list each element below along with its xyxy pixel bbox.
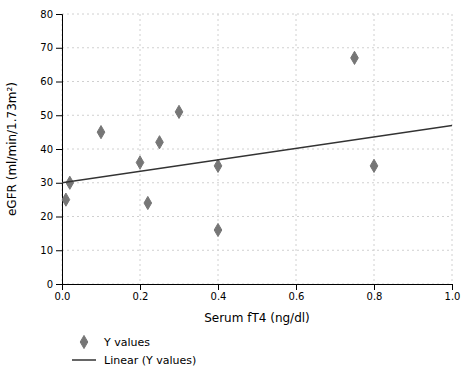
- tick-mark: [452, 284, 453, 290]
- point: [136, 156, 144, 169]
- tick-label: 1.0: [445, 291, 461, 302]
- point: [156, 136, 164, 149]
- tick-mark: [56, 217, 62, 218]
- grid-line: [62, 250, 452, 251]
- y-axis-title: eGFR (ml/min/1.73m²): [5, 82, 19, 216]
- tick-mark: [374, 284, 375, 290]
- legend-label: Y values: [103, 336, 150, 349]
- tick-label: 0.0: [55, 291, 71, 302]
- point: [351, 51, 359, 64]
- tick-label: 20: [40, 211, 53, 222]
- grid-line: [62, 216, 452, 217]
- tick: 1.0: [445, 284, 461, 302]
- x-axis: 0.0 0.2 0.4 0.6 0.8 1.0: [55, 284, 461, 302]
- axis-line: [63, 285, 453, 291]
- tick: 0.2: [133, 284, 149, 302]
- tick-label: 10: [40, 245, 53, 256]
- point: [175, 105, 183, 118]
- tick-label: 0.2: [133, 291, 149, 302]
- legend-symbol: [72, 359, 96, 361]
- grid-line: [62, 115, 452, 116]
- tick: 10: [40, 245, 62, 256]
- tick-label: 0.6: [289, 291, 305, 302]
- tick: 60: [40, 76, 62, 87]
- tick-mark: [140, 284, 141, 290]
- legend: Y values Linear (Y values): [72, 335, 196, 366]
- tick-label: 80: [40, 9, 53, 20]
- tick-label: 50: [40, 110, 53, 121]
- point: [370, 159, 378, 172]
- tick: 0.0: [55, 284, 71, 302]
- grid-line: [140, 14, 141, 284]
- tick: 20: [40, 211, 62, 222]
- tick: 40: [40, 144, 62, 155]
- legend-item: Linear (Y values): [72, 354, 196, 367]
- tick-mark: [56, 14, 62, 15]
- tick: 50: [40, 110, 62, 121]
- tick: 70: [40, 42, 62, 53]
- tick-mark: [296, 284, 297, 290]
- point: [97, 126, 105, 139]
- point: [214, 223, 222, 236]
- axis-line: [56, 15, 63, 285]
- grid-line: [62, 47, 452, 48]
- grid-line: [62, 14, 452, 15]
- tick: 0.4: [211, 284, 227, 302]
- tick: 0.6: [289, 284, 305, 302]
- tick-label: 70: [40, 42, 53, 53]
- grid-line: [62, 149, 452, 150]
- trend-line: [62, 125, 452, 182]
- tick-mark: [56, 250, 62, 251]
- grid: [62, 14, 452, 284]
- plot-area: 0.0 0.2 0.4 0.6 0.8 1.0 0 10 20 30 40 50 60 70 80: [40, 9, 460, 302]
- point: [62, 193, 70, 206]
- tick: 0.8: [367, 284, 383, 302]
- point: [144, 196, 152, 209]
- tick-mark: [56, 115, 62, 116]
- grid-line: [62, 81, 452, 82]
- tick-mark: [56, 149, 62, 150]
- tick-label: 0: [47, 279, 53, 290]
- tick-mark: [218, 284, 219, 290]
- tick-mark: [56, 284, 62, 285]
- tick: 80: [40, 9, 62, 20]
- legend-label: Linear (Y values): [104, 354, 196, 367]
- tick-label: 30: [40, 177, 53, 188]
- tick-label: 0.4: [211, 291, 227, 302]
- tick: 0: [47, 279, 62, 290]
- legend-symbol: [80, 335, 88, 348]
- tick-label: 0.8: [367, 291, 383, 302]
- tick-mark: [56, 48, 62, 49]
- tick-label: 60: [40, 76, 53, 87]
- tick-label: 40: [40, 144, 53, 155]
- grid-line: [62, 182, 452, 183]
- y-axis: 0 10 20 30 40 50 60 70 80: [40, 9, 62, 290]
- tick-mark: [56, 183, 62, 184]
- tick: 30: [40, 177, 62, 188]
- x-axis-title: Serum fT4 (ng/dl): [204, 311, 310, 325]
- chart: 0.0 0.2 0.4 0.6 0.8 1.0 0 10 20 30 40 50 60 70 80 Serum…: [0, 0, 474, 378]
- marks: [62, 51, 452, 236]
- point: [214, 159, 222, 172]
- legend-item: Y values: [80, 335, 150, 348]
- tick-mark: [56, 82, 62, 83]
